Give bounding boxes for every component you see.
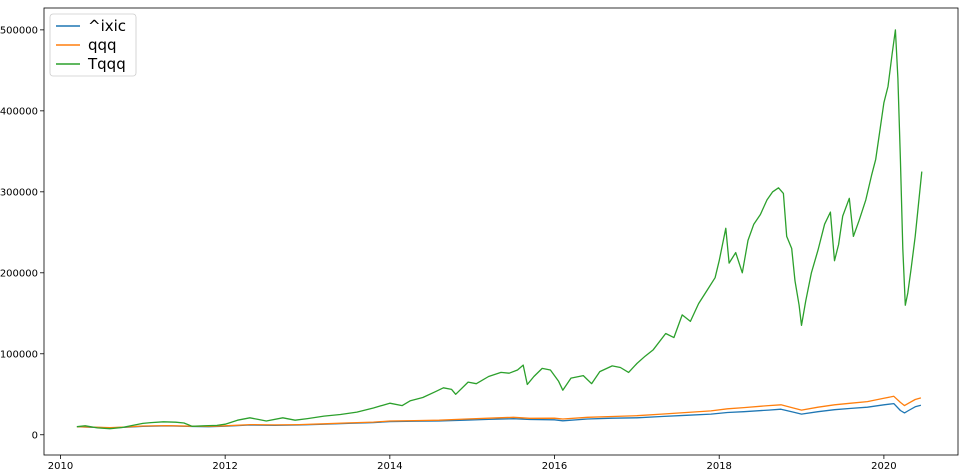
x-tick-label: 2020 xyxy=(871,461,896,472)
legend-label: Tqqq xyxy=(87,55,126,73)
y-tick-label: 400000 xyxy=(0,106,38,117)
y-axis-ticks: 0 100000 200000 300000 400000 500000 xyxy=(0,25,44,441)
series-layer xyxy=(76,29,923,430)
series-line-1 xyxy=(76,395,922,429)
x-tick-label: 2010 xyxy=(48,461,73,472)
y-tick-label: 300000 xyxy=(0,187,38,198)
y-tick-label: 0 xyxy=(32,430,38,441)
x-tick-label: 2016 xyxy=(542,461,567,472)
x-axis-ticks: 2010 2012 2014 2016 2018 2020 xyxy=(48,455,897,472)
plot-frame xyxy=(43,7,959,456)
y-tick-label: 200000 xyxy=(0,268,38,279)
x-tick-label: 2018 xyxy=(706,461,731,472)
x-tick-label: 2012 xyxy=(212,461,237,472)
legend-label: ^ixic xyxy=(88,17,126,35)
y-tick-label: 500000 xyxy=(0,25,38,36)
series-line-2 xyxy=(76,29,923,430)
y-tick-label: 100000 xyxy=(0,349,38,360)
legend-box xyxy=(49,13,137,77)
legend-label: qqq xyxy=(88,36,117,54)
x-tick-label: 2014 xyxy=(377,461,402,472)
